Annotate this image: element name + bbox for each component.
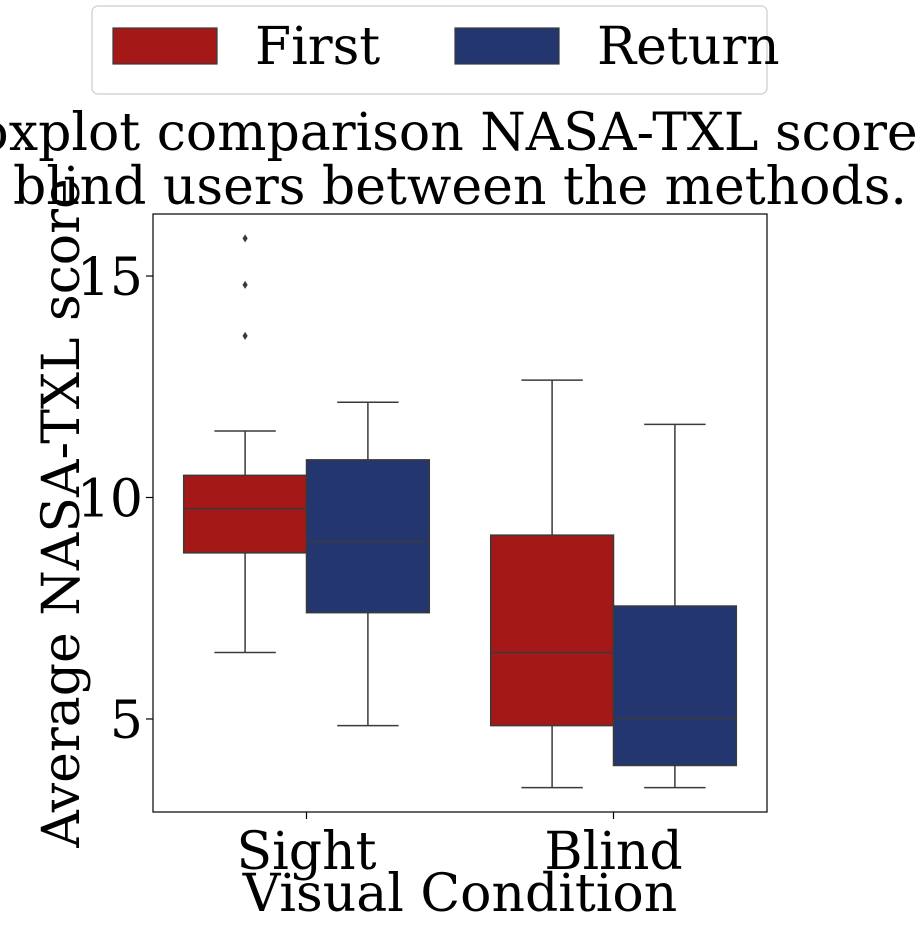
box-iqr	[305, 459, 431, 614]
y-axis: 5 10 15	[77, 248, 153, 751]
y-tick-label: 10	[77, 469, 143, 529]
legend-frame	[91, 5, 768, 95]
x-axis: Sight Blind	[237, 812, 683, 882]
y-axis-label: Average NASA-TXL score	[32, 178, 92, 849]
box-first-blind	[489, 379, 615, 789]
box-iqr	[182, 474, 308, 554]
flier-point	[242, 280, 248, 289]
x-axis-label: Visual Condition	[242, 864, 677, 924]
legend-item-first: First	[112, 17, 380, 77]
legend-item-return: Return	[454, 17, 780, 77]
legend-label: First	[255, 17, 380, 77]
plot-area	[152, 213, 768, 813]
y-tick-label: 15	[77, 248, 143, 308]
flier-point	[242, 234, 248, 243]
x-tick-label-sight: Sight	[237, 822, 377, 882]
legend-label: Return	[597, 17, 780, 77]
legend-swatch	[112, 27, 218, 65]
plot-frame	[152, 213, 768, 813]
legend-swatch	[454, 27, 560, 65]
box-first-sight	[182, 234, 308, 654]
box-return-sight	[305, 401, 431, 727]
flier-point	[242, 331, 248, 340]
box-iqr	[489, 534, 615, 727]
box-iqr	[612, 605, 738, 767]
x-tick-label-blind: Blind	[544, 822, 682, 882]
chart-title-line-1: Boxplot comparison NASA-TXL score of	[0, 103, 920, 163]
legend: First Return	[91, 5, 780, 95]
y-tick-label: 5	[110, 691, 143, 751]
box-return-blind	[612, 423, 738, 789]
chart-title-line-2: blind users between the methods.	[13, 157, 907, 217]
